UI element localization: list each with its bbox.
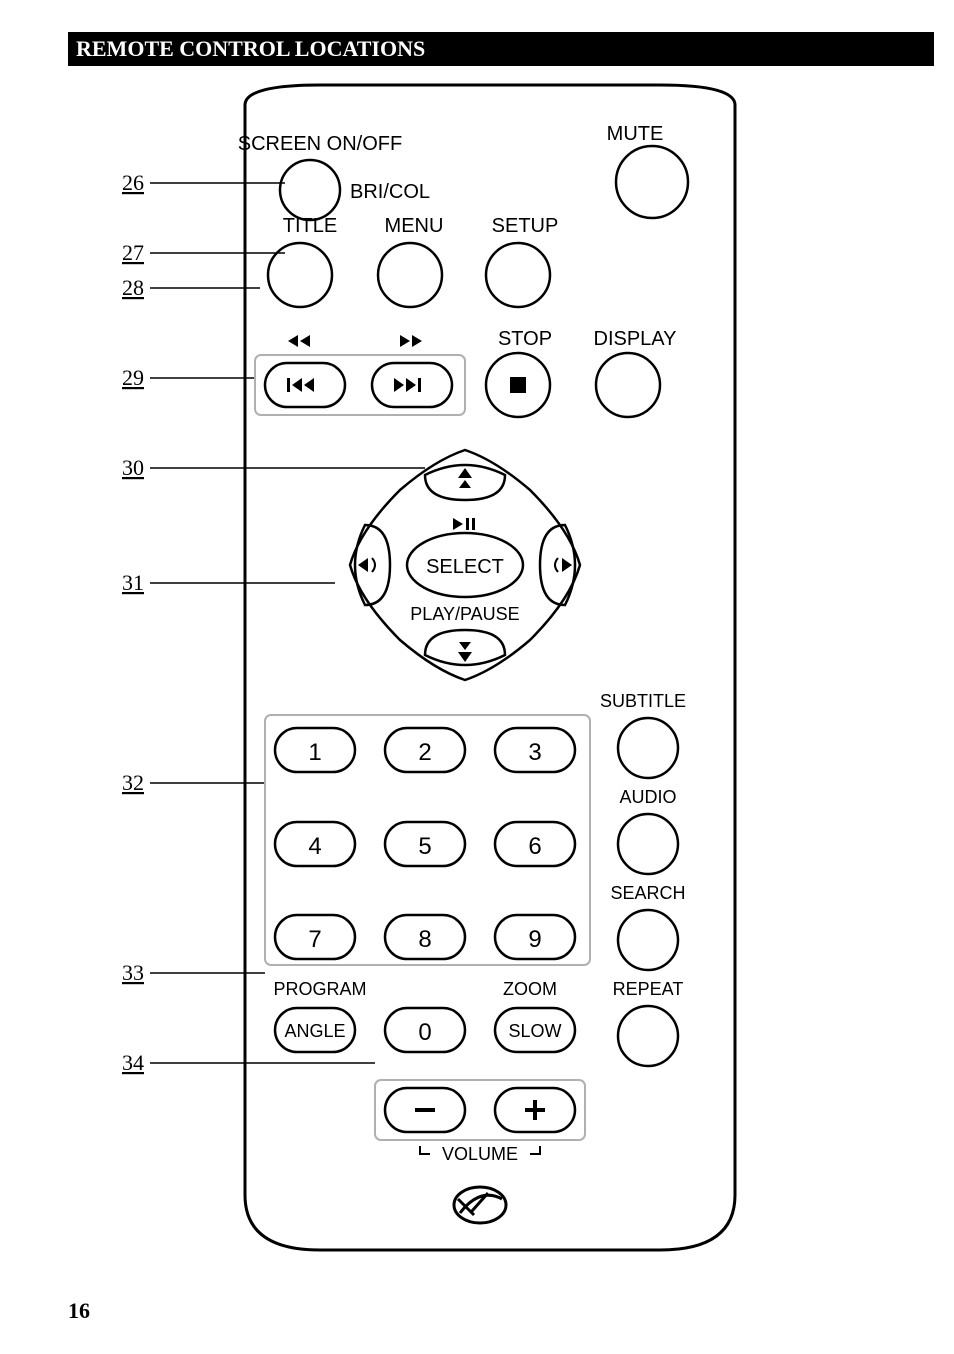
repeat-label: REPEAT bbox=[613, 979, 684, 999]
volume-label: VOLUME bbox=[442, 1144, 518, 1164]
subtitle-label: SUBTITLE bbox=[600, 691, 686, 711]
remote-diagram: 26 27 28 29 30 31 32 33 34 SCREEN ON/OFF… bbox=[100, 80, 870, 1280]
callout-31: 31 bbox=[122, 570, 144, 595]
dpad: SELECT PLAY/PAUSE bbox=[350, 450, 580, 680]
title-button[interactable] bbox=[268, 243, 332, 307]
audio-button[interactable] bbox=[618, 814, 678, 874]
menu-button[interactable] bbox=[378, 243, 442, 307]
mute-button[interactable] bbox=[616, 146, 688, 218]
search-button[interactable] bbox=[618, 910, 678, 970]
stop-label: STOP bbox=[498, 328, 552, 350]
program-label: PROGRAM bbox=[273, 979, 366, 999]
setup-label: SETUP bbox=[492, 215, 559, 237]
mute-label: MUTE bbox=[607, 123, 664, 145]
repeat-button[interactable] bbox=[618, 1006, 678, 1066]
display-button[interactable] bbox=[596, 353, 660, 417]
numpad-4-label: 4 bbox=[308, 833, 321, 860]
callout-28: 28 bbox=[122, 275, 144, 300]
stop-icon bbox=[510, 377, 526, 393]
slow-label: SLOW bbox=[508, 1021, 561, 1041]
numpad-2-label: 2 bbox=[418, 739, 431, 766]
subtitle-button[interactable] bbox=[618, 718, 678, 778]
menu-label: MENU bbox=[385, 215, 444, 237]
header-bar: REMOTE CONTROL LOCATIONS bbox=[68, 32, 934, 66]
numpad-1-label: 1 bbox=[308, 739, 321, 766]
zoom-label: ZOOM bbox=[503, 979, 557, 999]
numpad-6-label: 6 bbox=[528, 833, 541, 860]
header-title: REMOTE CONTROL LOCATIONS bbox=[76, 36, 425, 61]
select-label: SELECT bbox=[426, 556, 504, 578]
right-arrow-icon bbox=[562, 558, 572, 572]
page-number: 16 bbox=[68, 1298, 90, 1324]
prev-track-icon bbox=[287, 378, 314, 392]
setup-button[interactable] bbox=[486, 243, 550, 307]
screen-onoff-label: SCREEN ON/OFF bbox=[238, 133, 402, 155]
numpad-8-label: 8 bbox=[418, 926, 431, 953]
play-pause-label: PLAY/PAUSE bbox=[410, 604, 519, 624]
callout-34: 34 bbox=[122, 1050, 144, 1075]
callout-27: 27 bbox=[122, 240, 144, 265]
left-arrow-icon bbox=[358, 558, 368, 572]
play-pause-icon bbox=[453, 518, 475, 530]
callout-33: 33 bbox=[122, 960, 144, 985]
search-label: SEARCH bbox=[610, 883, 685, 903]
display-label: DISPLAY bbox=[594, 328, 677, 350]
numpad-3-label: 3 bbox=[528, 739, 541, 766]
audio-label: AUDIO bbox=[619, 787, 676, 807]
brand-logo-icon bbox=[454, 1187, 506, 1223]
numpad-7-label: 7 bbox=[308, 926, 321, 953]
title-label: TITLE bbox=[283, 215, 337, 237]
fastforward-icon bbox=[400, 335, 422, 347]
callout-29: 29 bbox=[122, 365, 144, 390]
callout-30: 30 bbox=[122, 455, 144, 480]
callout-26: 26 bbox=[122, 170, 144, 195]
up-arrow-icon bbox=[458, 468, 472, 478]
next-track-icon bbox=[394, 378, 421, 392]
rewind-icon bbox=[288, 335, 310, 347]
down-arrow-icon bbox=[458, 652, 472, 662]
bricol-label: BRI/COL bbox=[350, 181, 430, 203]
screen-onoff-button[interactable] bbox=[280, 160, 340, 220]
numpad-0-label: 0 bbox=[418, 1019, 431, 1046]
angle-label: ANGLE bbox=[284, 1021, 345, 1041]
callout-32: 32 bbox=[122, 770, 144, 795]
numpad-5-label: 5 bbox=[418, 833, 431, 860]
numpad-9-label: 9 bbox=[528, 926, 541, 953]
